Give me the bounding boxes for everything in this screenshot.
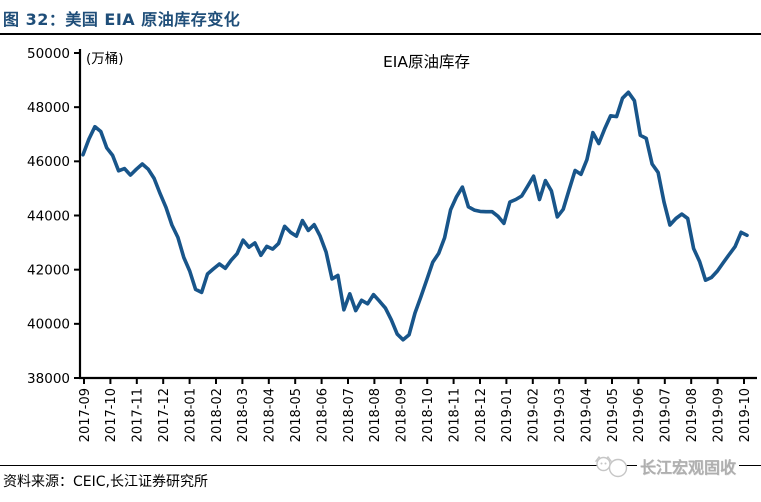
y-axis-labels: 50000 48000 46000 44000 42000 40000 38000 — [27, 46, 70, 387]
x-tick-label: 2018-05 — [289, 388, 304, 442]
y-tick-label: 42000 — [27, 262, 70, 278]
x-tick-label: 2018-01 — [183, 388, 198, 442]
x-tick-label: 2017-12 — [157, 388, 172, 442]
x-tick-label: 2019-10 — [738, 388, 753, 442]
x-tick-label: 2019-04 — [579, 388, 594, 442]
source-note: 资料来源：CEIC,长江证券研究所 — [3, 474, 208, 490]
y-tick-label: 48000 — [27, 100, 70, 116]
x-tick-label: 2018-11 — [447, 388, 462, 442]
title-divider — [0, 33, 761, 35]
page-title: 图 32：美国 EIA 原油库存变化 — [3, 10, 241, 29]
x-tick-label: 2019-07 — [659, 388, 674, 442]
x-tick-label: 2018-10 — [421, 388, 436, 442]
chart-legend: EIA原油库存 — [383, 53, 470, 71]
x-tick-label: 2019-05 — [606, 388, 621, 442]
x-tick-label: 2018-06 — [315, 388, 330, 442]
inventory-line-series — [81, 90, 749, 342]
y-axis-ticks — [74, 52, 80, 379]
y-tick-label: 46000 — [27, 154, 70, 170]
x-tick-label: 2018-12 — [474, 388, 489, 442]
x-tick-label: 2018-03 — [236, 388, 251, 442]
x-tick-label: 2018-02 — [210, 388, 225, 442]
x-tick-label: 2017-09 — [78, 388, 93, 442]
x-axis-labels: 2017-09 2017-10 2017-11 2017-12 2018-01 2018-… — [78, 388, 753, 442]
brand-logo-icon — [594, 455, 628, 478]
x-tick-label: 2017-11 — [131, 388, 146, 442]
x-tick-label: 2019-08 — [685, 388, 700, 442]
footer-divider — [0, 465, 761, 466]
y-tick-label: 40000 — [27, 317, 70, 333]
x-tick-label: 2018-08 — [368, 388, 383, 442]
chart-svg: (万桶) EIA原油库存 50000 48000 46000 44000 42000 40… — [27, 46, 757, 442]
x-tick-label: 2019-03 — [553, 388, 568, 442]
x-tick-label: 2019-01 — [500, 388, 515, 442]
x-tick-label: 2019-02 — [527, 388, 542, 442]
brand-watermark: 长江宏观固收 — [594, 451, 740, 481]
x-axis-ticks — [83, 378, 745, 384]
x-tick-label: 2019-09 — [711, 388, 726, 442]
x-tick-label: 2018-09 — [395, 388, 410, 442]
y-tick-label: 38000 — [27, 371, 70, 387]
y-axis-unit-label: (万桶) — [86, 51, 124, 67]
axes — [78, 49, 757, 380]
y-tick-label: 44000 — [27, 208, 70, 224]
x-tick-label: 2018-07 — [342, 388, 357, 442]
x-tick-label: 2019-06 — [632, 388, 647, 442]
brand-name: 长江宏观固收 — [637, 454, 740, 478]
x-tick-label: 2018-04 — [263, 388, 278, 442]
y-tick-label: 50000 — [27, 46, 70, 62]
x-tick-label: 2017-10 — [104, 388, 119, 442]
